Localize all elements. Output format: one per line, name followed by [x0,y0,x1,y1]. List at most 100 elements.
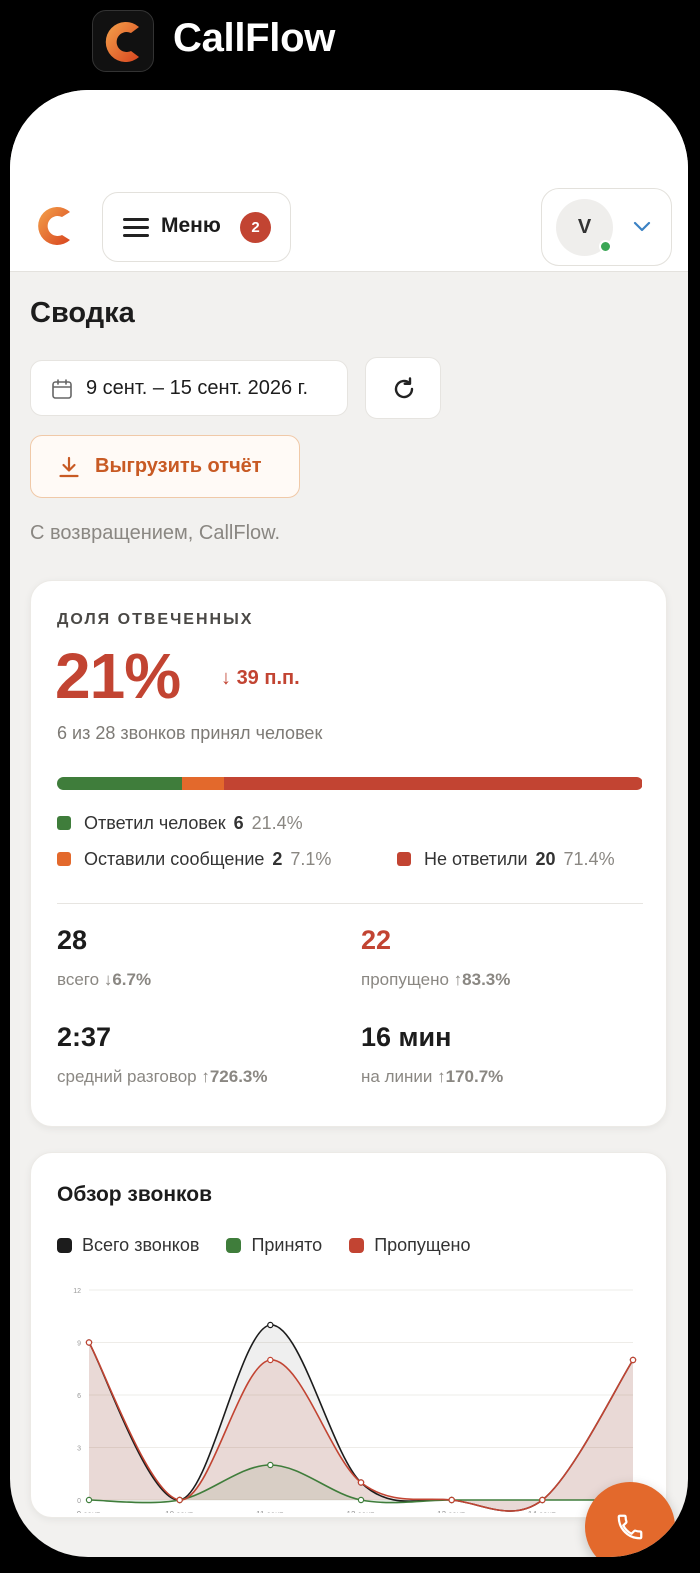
stat-total-label: всего ↓6.7% [57,970,151,990]
burger-menu-icon [123,218,149,238]
legend-swatch [397,852,411,866]
breakdown-segment [182,777,224,790]
phone-screen: Меню 2 V Сводка 9 сент. – 15 сент. 2026 … [10,90,688,1557]
data-point [357,1496,365,1504]
answered-rate-subtitle: 6 из 28 звонков принял человек [57,723,323,743]
menu-notification-badge: 2 [240,212,271,243]
export-report-button[interactable]: Выгрузить отчёт [30,435,300,498]
chart-title: Обзор звонков [57,1183,212,1206]
brand-logo-icon[interactable] [34,202,78,250]
stat-delta: 83.3% [462,970,511,989]
y-tick-label: 12 [73,1288,81,1295]
x-tick-label: 11 сент. [256,1510,284,1513]
legend-percent: 71.4% [563,849,615,869]
stat-missed-label: пропущено ↑83.3% [361,970,510,990]
arrow-down-icon: ↓ [221,667,231,689]
calendar-icon [52,379,72,399]
data-point [448,1496,455,1504]
data-point [176,1496,183,1504]
stat-label: на линии [361,1067,433,1086]
legend-label: Всего звонков [82,1235,200,1255]
breakdown-segment [57,777,183,790]
stat-avg-talk-value: 2:37 [57,1022,112,1052]
answered-rate-delta: ↓ 39 п.п. [221,667,300,690]
legend-left-message: Оставили сообщение 2 7.1% [57,849,331,870]
legend-label: Принято [251,1235,323,1255]
stat-online-value: 16 мин [361,1022,452,1052]
stat-delta: 170.7% [445,1067,504,1086]
legend-count: 6 [233,813,244,833]
x-tick-label: 12 сент. [347,1510,376,1513]
date-range-text: 9 сент. – 15 сент. 2026 г. [86,377,309,399]
legend-answered-human: Ответил человек 6 21.4% [57,813,303,834]
breakdown-segment [223,777,643,790]
answered-rate-caption: ДОЛЯ ОТВЕЧЕННЫХ [57,611,254,628]
y-tick-label: 6 [77,1393,81,1400]
stat-avg-talk-label: средний разговор ↑726.3% [57,1067,268,1087]
arrow-up-icon: ↑ [453,970,463,989]
x-tick-label: 13 сент. [437,1510,466,1513]
legend-item-accepted: Принято [226,1235,322,1255]
stat-missed-value: 22 [361,925,392,955]
y-tick-label: 3 [77,1446,81,1453]
legend-swatch [57,1238,72,1253]
answered-breakdown-bar [57,777,643,790]
data-point [629,1356,637,1364]
online-status-dot [599,240,612,253]
x-tick-label: 14 сент. [528,1510,557,1513]
refresh-icon [394,377,414,399]
stat-total-value: 28 [57,925,88,955]
avatar: V [556,199,613,256]
page-title: Сводка [30,297,135,329]
legend-item-total: Всего звонков [57,1235,199,1255]
menu-label: Меню [161,214,221,237]
export-report-label: Выгрузить отчёт [95,455,262,477]
date-range-picker[interactable]: 9 сент. – 15 сент. 2026 г. [30,360,348,416]
answered-rate-delta-value: 39 п.п. [236,667,300,689]
top-bar: Меню 2 V [10,90,688,272]
legend-not-answered: Не ответили 20 71.4% [397,849,615,870]
stat-delta: 726.3% [209,1067,268,1086]
legend-swatch [57,816,71,830]
data-point [267,1461,274,1469]
welcome-text: С возвращением, CallFlow. [30,522,281,544]
chart-legend: Всего звонков Принято Пропущено [57,1235,492,1256]
arrow-down-icon: ↓ [103,970,113,989]
stat-label: средний разговор [57,1067,197,1086]
series-area-2 [89,1342,633,1512]
legend-swatch [349,1238,365,1253]
data-point [267,1356,274,1364]
legend-label: Ответил человек [84,813,226,833]
y-tick-label: 9 [77,1341,81,1348]
legend-label: Пропущено [374,1235,471,1255]
series-area-0 [89,1324,633,1512]
call-fab-button[interactable] [585,1482,675,1557]
x-tick-label: 9 сент. [77,1510,102,1513]
stat-label: всего [57,970,100,989]
phone-icon [617,1514,643,1540]
legend-label: Оставили сообщение [84,849,265,869]
series-area-1 [89,1465,633,1503]
y-tick-label: 0 [77,1498,81,1505]
data-point [85,1339,93,1346]
stat-label: пропущено [361,970,449,989]
app-header: CallFlow [0,0,700,92]
stat-delta: 6.7% [112,970,152,989]
legend-swatch [57,852,71,866]
calls-overview-chart: 0 3 6 9 12 9 сент. 10 сент. 11 сент. 12 сент. 13 … [73,1288,647,1513]
legend-percent: 21.4% [251,813,303,833]
card-divider [57,903,643,904]
legend-percent: 7.1% [290,849,332,869]
download-icon [59,456,79,478]
answered-rate-value: 21% [55,640,181,712]
app-title: CallFlow [173,16,336,60]
calls-overview-card: Обзор звонков Всего звонков Принято Проп… [30,1152,667,1518]
arrow-up-icon: ↑ [437,1067,446,1086]
answered-rate-card: ДОЛЯ ОТВЕЧЕННЫХ 21% ↓ 39 п.п. 6 из 28 зв… [30,580,667,1127]
legend-item-missed: Пропущено [349,1235,470,1255]
arrow-up-icon: ↑ [201,1067,210,1086]
menu-button[interactable]: Меню 2 [102,192,291,262]
legend-swatch [226,1238,242,1253]
refresh-button[interactable] [365,357,441,419]
user-menu-button[interactable]: V [541,188,672,266]
